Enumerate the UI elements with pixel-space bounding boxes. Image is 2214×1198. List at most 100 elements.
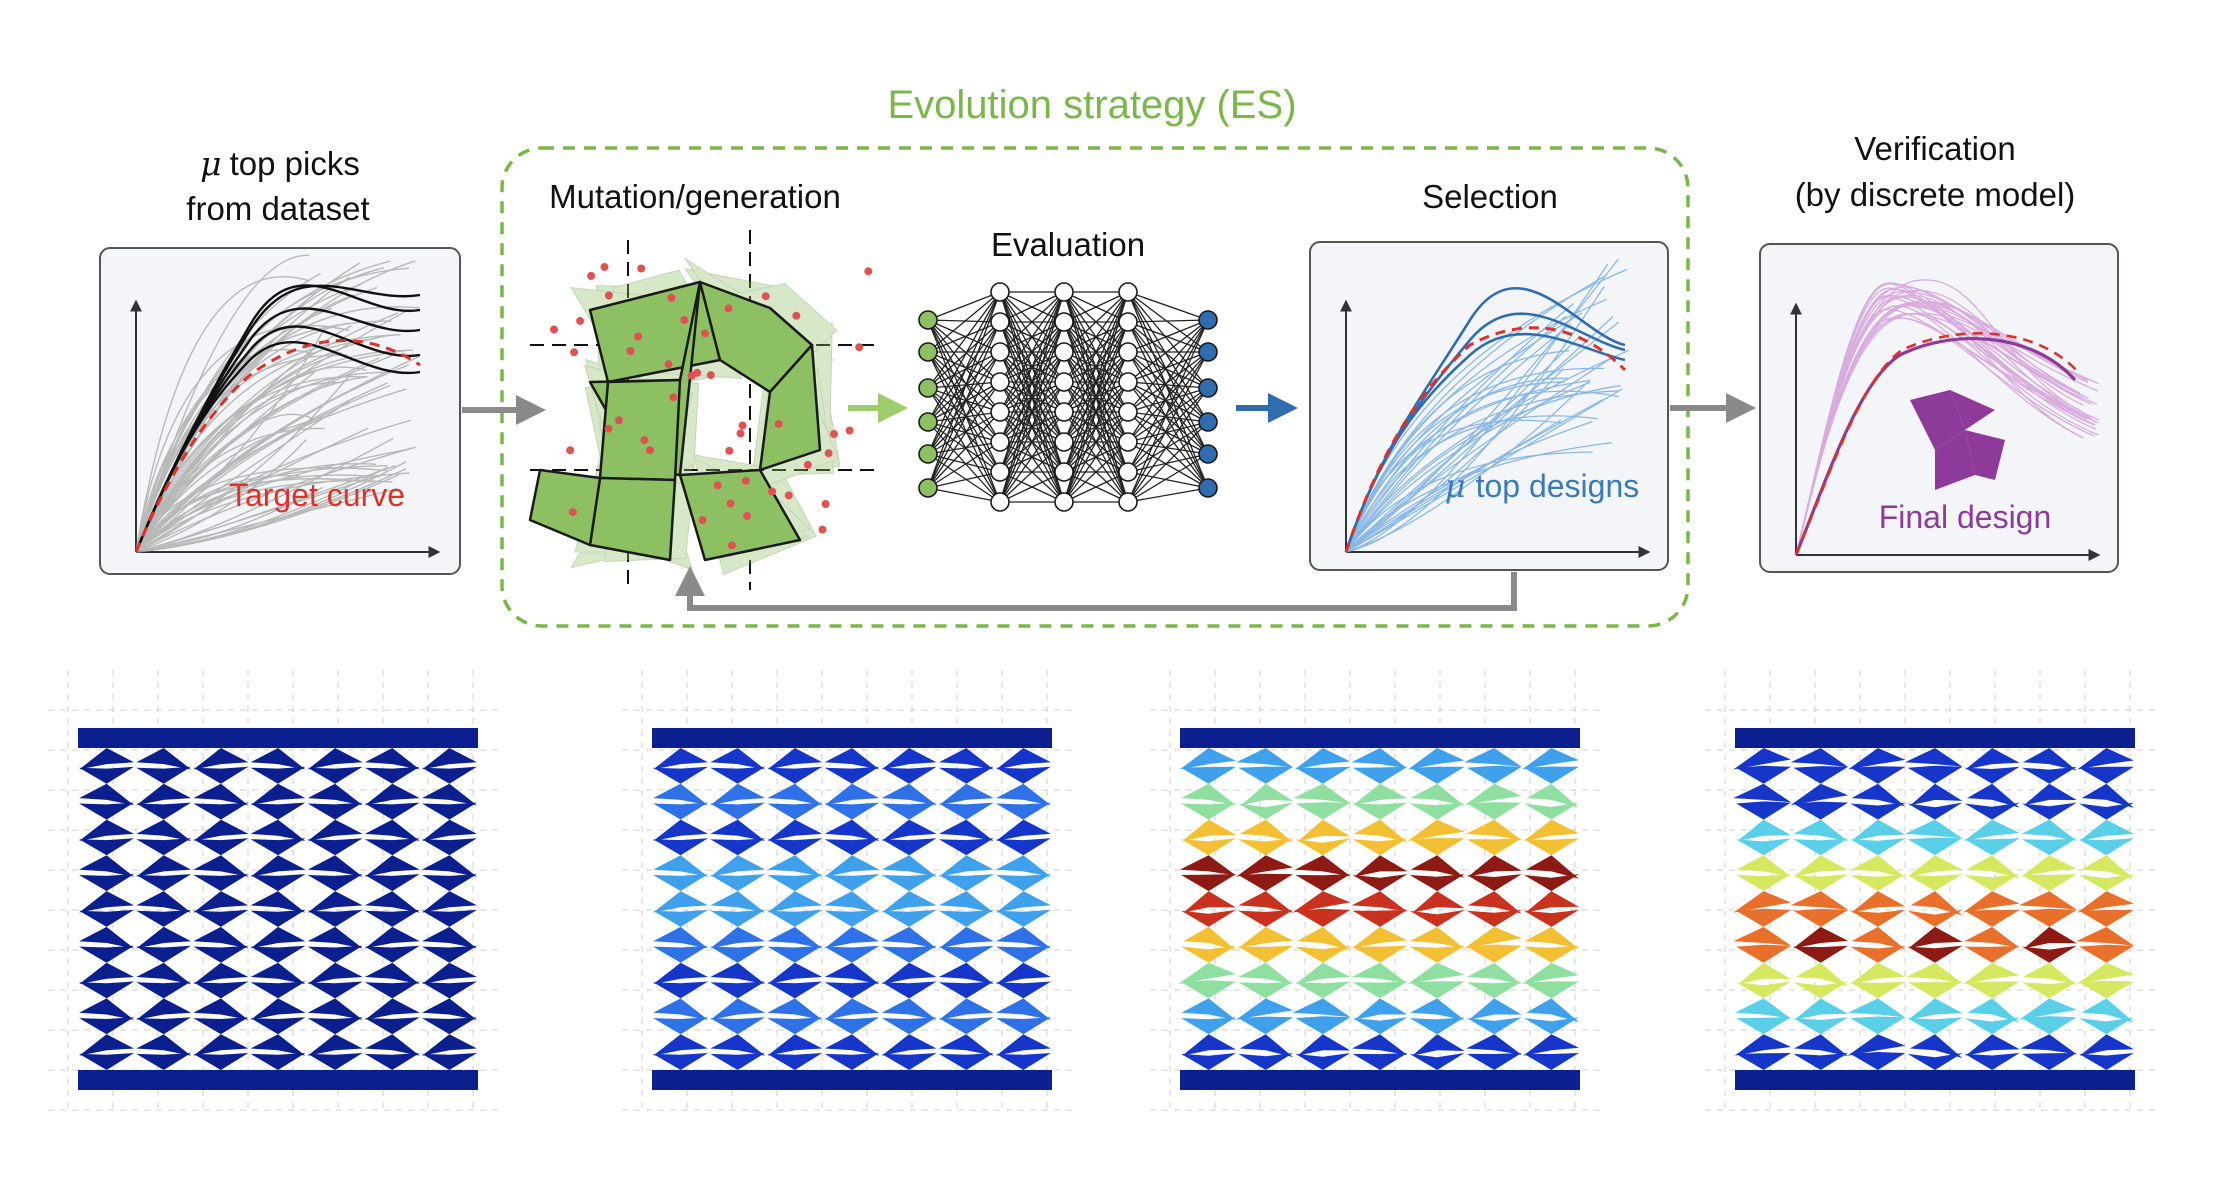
lattice-tile (364, 748, 420, 770)
lattice-tile (1736, 838, 1791, 856)
neuron (1118, 372, 1138, 392)
lattice-tile (250, 981, 306, 999)
lattice-tile (1238, 873, 1294, 892)
lattice-tile (136, 962, 192, 985)
lattice-tile (250, 998, 306, 1020)
lattice-tile (422, 945, 477, 963)
lattice-tile (2079, 766, 2134, 784)
lattice-tile (1850, 909, 1906, 927)
neuron (918, 378, 938, 398)
lattice-tile (1851, 783, 1906, 807)
mutation-node (600, 263, 609, 271)
lattice-tile (2021, 1016, 2077, 1035)
network-edge (1127, 381, 1209, 455)
dataset-curve (135, 427, 369, 553)
lattice-tile (1964, 802, 2020, 820)
lattice-tile (79, 874, 134, 892)
network-edge (927, 387, 1001, 503)
lattice-tile (250, 945, 306, 963)
lattice-tile (1409, 981, 1465, 999)
lattice-tile (2079, 909, 2134, 927)
lattice-tile (1412, 1034, 1465, 1056)
lattice-snapshot (1705, 670, 2155, 1111)
lattice-tile (710, 874, 766, 892)
mutation-node (604, 424, 613, 433)
lattice-tile (1178, 962, 1236, 985)
network-edge (999, 351, 1065, 503)
lattice-tile (1736, 944, 1791, 963)
lattice-tile (1241, 783, 1294, 806)
lattice-tile (193, 783, 249, 806)
lattice-tile (1793, 801, 1849, 820)
network-edge (1127, 411, 1209, 489)
final-design-curve (1794, 337, 2077, 556)
lattice-tile (79, 981, 134, 999)
lattice-tile (1352, 909, 1408, 927)
dataset-curve (135, 439, 307, 553)
top-plate (1735, 728, 2135, 748)
lattice-tile (1409, 1053, 1465, 1070)
neuron (990, 402, 1010, 422)
network-edge (1127, 411, 1209, 455)
lattice-tile (79, 766, 134, 784)
lattice-tile (824, 802, 880, 820)
lattice-tile (2079, 838, 2134, 856)
candidate-curve (1345, 321, 1620, 553)
lattice-tile (1967, 998, 2020, 1023)
lattice-tile (1524, 909, 1579, 927)
verification-target-curve (1794, 332, 2079, 556)
lattice-tile (1736, 908, 1791, 927)
network-edge (1127, 387, 1209, 443)
mutation-node (576, 316, 585, 325)
candidate-curve (1345, 258, 1619, 553)
lattice-tile (364, 874, 420, 892)
mutation-node (792, 311, 801, 320)
network-edge (1127, 351, 1209, 383)
lattice-tile (1181, 802, 1236, 820)
neuron (1198, 444, 1218, 464)
lattice-tile (1847, 998, 1906, 1018)
mutation-node (724, 304, 733, 313)
lattice-tile (824, 783, 880, 806)
lattice-tile (710, 1017, 766, 1035)
lattice-tile (1847, 1034, 1906, 1056)
lattice-tile (2079, 1053, 2134, 1070)
lattice-tile (2021, 766, 2077, 784)
neuron (918, 444, 938, 464)
network-edge (1127, 471, 1209, 489)
lattice-tile (1964, 1017, 2020, 1035)
lattice-tile (996, 962, 1051, 985)
lattice-tile (938, 1034, 994, 1056)
lattice-tile (710, 838, 766, 856)
lattice-tile (1466, 1017, 1522, 1035)
lattice-tile (881, 1053, 937, 1070)
lattice-tile (136, 998, 192, 1020)
lattice-tile (938, 838, 994, 856)
lattice-tile (2076, 926, 2134, 946)
lattice-tile (136, 891, 192, 913)
lattice-tile (307, 838, 363, 856)
lattice-tile (1964, 945, 2020, 963)
lattice-tile (79, 748, 134, 770)
selection-axes (1340, 299, 1651, 558)
lattice-tile (996, 909, 1051, 927)
candidate-curve (1345, 349, 1630, 553)
candidate-curve (1345, 451, 1593, 553)
lattice-tile (1793, 981, 1849, 999)
lattice-tile (1524, 981, 1579, 999)
network-edge (927, 351, 1001, 455)
bottom-plate (1735, 1070, 2135, 1090)
verification-curve (1795, 283, 2095, 556)
network-edge (927, 291, 1001, 321)
lattice-tile (996, 1017, 1051, 1035)
top-pick-curves (134, 284, 421, 553)
lattice-tile (1409, 1017, 1465, 1035)
lattice-tile (1905, 819, 1963, 839)
lattice-tile (1352, 945, 1408, 963)
lattice-tile (136, 874, 192, 892)
network-edge (999, 411, 1065, 503)
lattice-tile (1908, 926, 1963, 949)
lattice-tile (193, 748, 249, 770)
lattice-tile (1736, 801, 1791, 820)
lattice-tile (653, 1034, 708, 1056)
